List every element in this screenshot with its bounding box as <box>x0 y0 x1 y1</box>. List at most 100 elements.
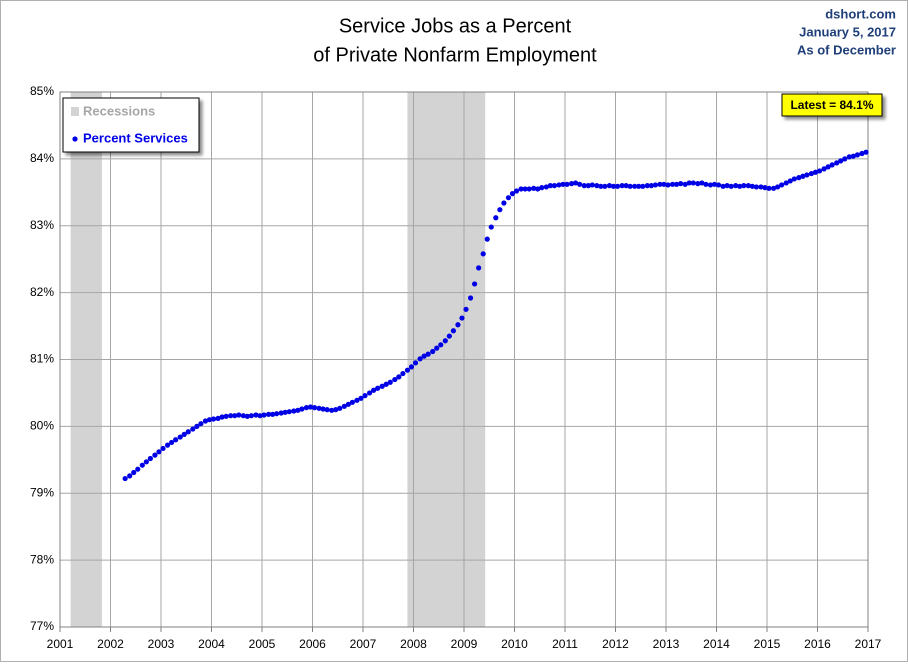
data-point <box>501 200 507 206</box>
data-point <box>535 186 541 192</box>
y-tick-label: 78% <box>30 552 54 566</box>
y-tick-label: 82% <box>30 285 54 299</box>
data-point <box>160 445 166 452</box>
data-point <box>804 172 810 178</box>
data-point <box>850 153 856 159</box>
data-point <box>665 182 671 188</box>
data-point <box>190 426 196 432</box>
data-point <box>392 376 398 383</box>
data-point <box>518 186 524 192</box>
data-point <box>223 413 229 419</box>
data-point <box>614 183 621 189</box>
data-point <box>434 345 440 351</box>
data-point <box>282 409 288 415</box>
y-tick-label: 84% <box>30 151 54 165</box>
data-point <box>131 469 137 476</box>
data-point <box>791 176 797 182</box>
data-point <box>122 475 128 482</box>
data-point <box>291 408 297 414</box>
data-point <box>846 154 852 160</box>
data-point <box>169 439 175 446</box>
data-point <box>329 407 335 413</box>
data-point <box>152 452 158 458</box>
data-point <box>678 181 684 187</box>
data-point <box>219 414 225 420</box>
data-point <box>412 360 419 366</box>
data-point <box>438 342 444 348</box>
data-point <box>711 181 718 187</box>
data-point <box>185 429 191 435</box>
data-point <box>202 418 209 424</box>
data-point <box>396 374 402 380</box>
data-point <box>164 442 171 448</box>
data-point <box>270 411 276 417</box>
data-point <box>450 328 456 334</box>
source-line: As of December <box>797 42 896 57</box>
data-point <box>379 383 385 389</box>
data-point <box>497 207 503 213</box>
data-point <box>594 183 600 189</box>
data-point <box>493 215 499 221</box>
x-tick-label: 2006 <box>299 637 326 651</box>
data-point <box>556 182 562 188</box>
data-point <box>686 180 692 186</box>
data-point <box>472 281 478 287</box>
legend-label: Recessions <box>83 103 155 118</box>
data-point <box>455 322 461 328</box>
data-point <box>143 459 149 465</box>
data-point <box>669 181 676 187</box>
data-point <box>682 181 688 187</box>
data-point <box>316 405 322 411</box>
x-tick-label: 2010 <box>501 637 528 651</box>
data-point <box>636 183 642 189</box>
data-point <box>816 168 823 174</box>
data-point <box>623 183 629 189</box>
data-point <box>417 356 423 362</box>
data-point <box>307 404 314 410</box>
x-tick-label: 2012 <box>602 637 629 651</box>
data-point <box>728 183 734 189</box>
data-point <box>812 169 819 175</box>
data-point <box>657 181 663 187</box>
data-point <box>181 431 187 437</box>
data-point <box>720 183 726 189</box>
data-point <box>257 413 263 419</box>
data-point <box>206 417 213 423</box>
x-tick-label: 2017 <box>855 637 882 651</box>
data-point <box>295 407 301 413</box>
data-point <box>577 181 583 187</box>
data-point <box>695 181 701 187</box>
data-point <box>564 181 570 187</box>
x-tick-label: 2002 <box>97 637 124 651</box>
data-point <box>366 390 373 396</box>
data-point <box>311 405 318 411</box>
data-point <box>505 195 512 201</box>
data-point <box>253 412 259 418</box>
data-point <box>661 181 667 187</box>
data-point <box>375 385 381 391</box>
data-point <box>674 181 680 187</box>
data-point <box>278 410 284 416</box>
data-point <box>783 180 789 186</box>
source-line: January 5, 2017 <box>799 24 896 39</box>
data-point <box>859 150 865 157</box>
data-point <box>139 462 145 468</box>
data-point <box>194 423 200 429</box>
data-point <box>248 413 254 419</box>
x-tick-label: 2014 <box>703 637 730 651</box>
data-point <box>619 183 625 189</box>
plot-border <box>59 91 869 628</box>
data-point <box>745 183 751 189</box>
data-point <box>640 183 646 189</box>
data-point <box>354 397 360 403</box>
y-tick-label: 77% <box>30 619 54 633</box>
data-point <box>779 182 785 188</box>
x-tick-label: 2004 <box>198 637 225 651</box>
data-point <box>127 473 133 479</box>
data-point <box>703 181 709 187</box>
data-point <box>796 175 802 181</box>
x-tick-label: 2013 <box>653 637 680 651</box>
data-point <box>632 183 638 189</box>
legend-swatch <box>71 107 79 116</box>
data-point <box>442 338 448 344</box>
